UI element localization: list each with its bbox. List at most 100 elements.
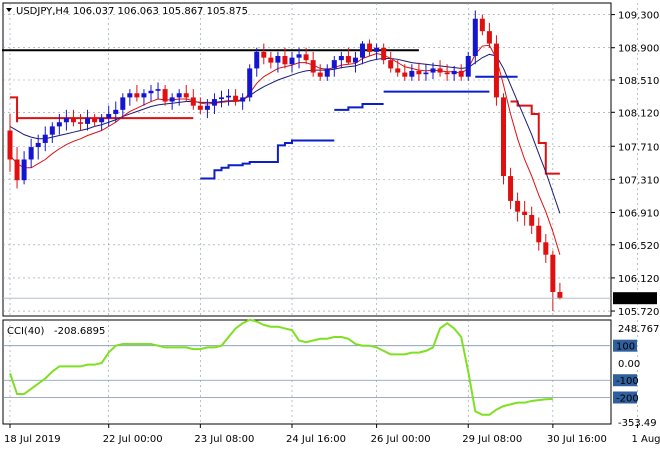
time-tick-label: 30 Jul 16:00: [547, 434, 607, 445]
candle-body: [430, 68, 436, 73]
price-tick-label: 107.710: [618, 142, 659, 153]
candle-body: [233, 95, 239, 102]
candle-body: [338, 55, 344, 61]
cci-tick-label: 248.767: [618, 324, 659, 335]
candle-body: [162, 89, 168, 102]
price-tick-label: 108.510: [618, 76, 659, 87]
candle-body: [113, 109, 119, 114]
candle-body: [99, 118, 105, 123]
candle-body: [155, 89, 161, 91]
candle-body: [176, 93, 182, 98]
candle-body: [367, 43, 373, 52]
candle-body: [381, 47, 387, 61]
price-tick-label: 108.120: [618, 108, 659, 119]
candle-body: [92, 118, 98, 123]
time-tick-label: 24 Jul 16:00: [286, 434, 346, 445]
price-series: [2, 10, 611, 312]
candle-body: [275, 55, 281, 63]
candle-body: [486, 31, 492, 44]
candle-body: [85, 118, 91, 124]
time-tick-label: 22 Jul 00:00: [103, 434, 163, 445]
candle-body: [529, 214, 535, 226]
cci-tick-label: 0.00: [618, 359, 640, 370]
candle-body: [557, 291, 563, 299]
candle-body: [388, 60, 394, 69]
candle-body: [472, 18, 478, 56]
cci-name-label: CCI(40): [7, 326, 45, 337]
candle-body: [501, 97, 506, 177]
candle-body: [374, 47, 380, 52]
candle-body: [282, 55, 288, 65]
ohlc-readout: 106.037 106.063 105.867 105.875: [73, 6, 248, 17]
candle-body: [35, 142, 41, 148]
cci-tick-label: -353.49: [618, 418, 657, 429]
stop-line-red: [510, 100, 560, 175]
candle-body: [247, 68, 253, 98]
candle-body: [219, 97, 224, 100]
candle-body: [458, 70, 464, 77]
stop-line-red: [10, 96, 19, 123]
candle-body: [395, 68, 401, 73]
down-triangle-icon[interactable]: [6, 8, 12, 12]
candle-body: [550, 254, 556, 292]
candle-body: [42, 134, 48, 143]
candle-body: [28, 147, 34, 160]
time-tick-label: 1 Aug 00:00: [631, 434, 660, 445]
candle-body: [352, 57, 358, 63]
candle-body: [197, 105, 203, 110]
candle-body: [402, 72, 408, 77]
candle-body: [409, 70, 415, 77]
candle-body: [190, 97, 196, 106]
time-tick-label: 29 Jul 08:00: [462, 434, 522, 445]
axes: 109.300 108.900 108.510 108.120 107.710 107.3…: [4, 11, 660, 445]
candle-body: [169, 97, 175, 102]
candle-body: [240, 97, 246, 102]
cci-tick-label: -100: [616, 376, 639, 387]
candle-body: [324, 68, 330, 77]
candle-body: [141, 93, 147, 98]
stop-line-blue: [200, 139, 335, 180]
candle-body: [268, 57, 274, 63]
candle-body: [183, 93, 189, 98]
current-price-label: 105.875: [616, 294, 657, 305]
candle-body: [127, 93, 133, 98]
candle-body: [444, 72, 450, 75]
candle-body: [479, 18, 485, 32]
candle-body: [536, 225, 542, 243]
candle-body: [148, 90, 154, 94]
candle-body: [465, 55, 471, 77]
cci-level-badge: [613, 391, 637, 404]
candle-body: [437, 68, 443, 73]
price-tick-label: 105.720: [618, 307, 659, 318]
cci-tick-label: 100: [616, 342, 635, 353]
candle-body: [543, 242, 549, 255]
candle-body: [310, 60, 316, 73]
time-tick-label: 23 Jul 08:00: [194, 434, 254, 445]
candle-body: [317, 72, 323, 77]
candle-body: [493, 43, 499, 98]
candle-body: [120, 97, 126, 110]
candle-body: [254, 51, 260, 69]
price-tick-label: 106.120: [618, 274, 659, 285]
cci-level-badge: [613, 339, 637, 352]
cci-level-badge: [613, 374, 637, 387]
candle-body: [21, 159, 27, 181]
candle-body: [211, 99, 217, 106]
candle-body: [451, 70, 457, 75]
candle-body: [226, 95, 232, 98]
price-tick-label: 108.900: [618, 44, 659, 55]
candle-body: [49, 126, 55, 135]
candle-body: [289, 57, 295, 65]
candle-body: [303, 54, 309, 61]
candle-body: [204, 105, 210, 110]
candle-body: [63, 118, 69, 123]
candle-body: [14, 159, 20, 181]
candle-body: [296, 54, 302, 58]
price-tick-label: 109.300: [618, 11, 659, 22]
candle-body: [134, 93, 140, 98]
cci-value-label: -208.6895: [54, 326, 105, 337]
price-tick-label: 106.520: [618, 241, 659, 252]
stop-line-blue: [334, 103, 384, 111]
cci-series: [9, 318, 553, 416]
